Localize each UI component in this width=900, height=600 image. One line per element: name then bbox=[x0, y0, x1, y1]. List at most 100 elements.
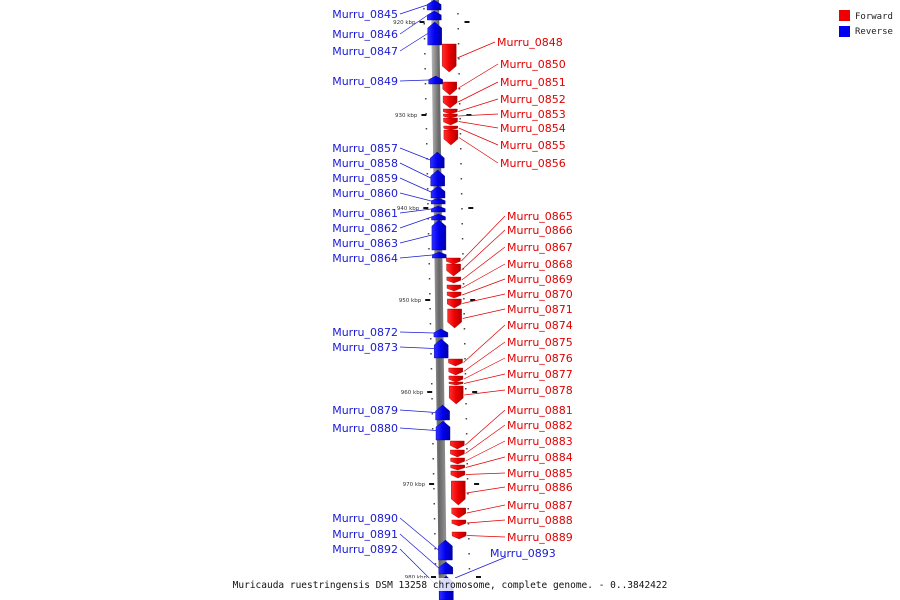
reverse-gene[interactable] bbox=[426, 0, 442, 11]
leader-line bbox=[466, 486, 506, 494]
gene-label-reverse[interactable]: Murru_0864 bbox=[332, 252, 398, 265]
gene-label-reverse[interactable]: Murru_0879 bbox=[332, 404, 398, 417]
gene-label-forward[interactable]: Murru_0884 bbox=[507, 451, 573, 464]
gene-label-forward[interactable]: Murru_0887 bbox=[507, 499, 573, 512]
forward-gene[interactable] bbox=[450, 449, 465, 458]
gene-label-reverse[interactable]: Murru_0891 bbox=[332, 528, 398, 541]
gene-label-reverse[interactable]: Murru_0862 bbox=[332, 222, 398, 235]
forward-gene[interactable] bbox=[443, 117, 458, 126]
gene-label-forward[interactable]: Murru_0882 bbox=[507, 419, 573, 432]
gene-label-reverse[interactable]: Murru_0880 bbox=[332, 422, 398, 435]
reverse-gene[interactable] bbox=[430, 185, 446, 199]
gene-label-reverse[interactable]: Murru_0849 bbox=[332, 75, 398, 88]
forward-gene[interactable] bbox=[446, 263, 461, 277]
gene-label-forward[interactable]: Murru_0868 bbox=[507, 258, 573, 271]
forward-gene[interactable] bbox=[442, 81, 457, 96]
gene-label-forward[interactable]: Murru_0848 bbox=[497, 36, 563, 49]
forward-gene[interactable] bbox=[447, 298, 462, 309]
forward-gene[interactable] bbox=[451, 507, 466, 519]
gene-label-reverse[interactable]: Murru_0863 bbox=[332, 237, 398, 250]
forward-gene[interactable] bbox=[450, 470, 466, 479]
gene-label-forward[interactable]: Murru_0878 bbox=[507, 384, 573, 397]
gene-label-reverse[interactable]: Murru_0845 bbox=[332, 8, 398, 21]
forward-gene[interactable] bbox=[448, 381, 464, 386]
gene-label-reverse[interactable]: Murru_0860 bbox=[332, 187, 398, 200]
gene-label-reverse[interactable]: Murru_0857 bbox=[332, 142, 398, 155]
gene-label-forward[interactable]: Murru_0855 bbox=[500, 139, 566, 152]
gene-label-forward[interactable]: Murru_0850 bbox=[500, 58, 566, 71]
gene-label-forward[interactable]: Murru_0853 bbox=[500, 108, 566, 121]
gene-label-forward[interactable]: Murru_0866 bbox=[507, 224, 573, 237]
forward-gene[interactable] bbox=[446, 257, 461, 265]
gene-label-forward[interactable]: Murru_0869 bbox=[507, 273, 573, 286]
leader-line bbox=[462, 308, 506, 319]
reverse-gene[interactable] bbox=[431, 213, 446, 221]
forward-gene[interactable] bbox=[443, 108, 458, 115]
gene-label-reverse[interactable]: Murru_0858 bbox=[332, 157, 398, 170]
gene-label-reverse[interactable]: Murru_0892 bbox=[332, 543, 398, 556]
forward-gene[interactable] bbox=[442, 95, 458, 109]
reverse-gene[interactable] bbox=[432, 251, 447, 259]
forward-gene[interactable] bbox=[446, 276, 461, 284]
forward-gene[interactable] bbox=[448, 367, 463, 376]
gene-label-forward[interactable]: Murru_0854 bbox=[500, 122, 566, 135]
gene-label-reverse[interactable]: Murru_0890 bbox=[332, 512, 398, 525]
gene-label-forward[interactable]: Murru_0888 bbox=[507, 514, 573, 527]
reverse-gene[interactable] bbox=[431, 197, 446, 205]
reverse-gene[interactable] bbox=[428, 75, 443, 85]
gene-label-forward[interactable]: Murru_0889 bbox=[507, 531, 573, 544]
gene-label-forward[interactable]: Murru_0874 bbox=[507, 319, 573, 332]
forward-gene[interactable] bbox=[446, 284, 462, 292]
gene-label-forward[interactable]: Murru_0851 bbox=[500, 76, 566, 89]
reverse-gene[interactable] bbox=[434, 338, 449, 359]
reverse-gene[interactable] bbox=[430, 151, 445, 169]
gene-label-forward[interactable]: Murru_0885 bbox=[507, 467, 573, 480]
forward-gene[interactable] bbox=[450, 440, 465, 450]
gene-label-forward[interactable]: Murru_0881 bbox=[507, 404, 573, 417]
gene-label-forward[interactable]: Murru_0875 bbox=[507, 336, 573, 349]
gene-label-reverse[interactable]: Murru_0847 bbox=[332, 45, 398, 58]
forward-gene[interactable] bbox=[451, 480, 466, 506]
forward-gene[interactable] bbox=[451, 519, 467, 527]
gene-label-reverse[interactable]: Murru_0893 bbox=[490, 547, 556, 560]
reverse-gene[interactable] bbox=[430, 169, 445, 187]
gene-label-forward[interactable]: Murru_0865 bbox=[507, 210, 573, 223]
forward-gene[interactable] bbox=[451, 531, 467, 540]
reverse-gene[interactable] bbox=[427, 10, 442, 21]
gene-label-reverse[interactable]: Murru_0859 bbox=[332, 172, 398, 185]
forward-gene[interactable] bbox=[448, 375, 464, 383]
leader-line bbox=[462, 293, 506, 304]
forward-gene[interactable] bbox=[448, 358, 463, 367]
forward-gene[interactable] bbox=[446, 291, 462, 299]
forward-gene[interactable] bbox=[443, 125, 458, 131]
gene-label-forward[interactable]: Murru_0877 bbox=[507, 368, 573, 381]
reverse-gene[interactable] bbox=[431, 219, 447, 251]
gene-label-forward[interactable]: Murru_0870 bbox=[507, 288, 573, 301]
ruler-dot bbox=[463, 328, 466, 330]
gene-label-reverse[interactable]: Murru_0872 bbox=[332, 326, 398, 339]
forward-gene[interactable] bbox=[447, 308, 462, 329]
forward-gene[interactable] bbox=[450, 464, 465, 471]
reverse-gene[interactable] bbox=[435, 404, 450, 421]
gene-label-forward[interactable]: Murru_0871 bbox=[507, 303, 573, 316]
forward-gene[interactable] bbox=[443, 129, 459, 146]
forward-gene[interactable] bbox=[443, 113, 458, 119]
gene-label-forward[interactable]: Murru_0856 bbox=[500, 157, 566, 170]
forward-gene[interactable] bbox=[442, 43, 457, 73]
forward-gene[interactable] bbox=[450, 457, 465, 465]
gene-label-reverse[interactable]: Murru_0861 bbox=[332, 207, 398, 220]
gene-label-forward[interactable]: Murru_0876 bbox=[507, 352, 573, 365]
gene-label-forward[interactable]: Murru_0852 bbox=[500, 93, 566, 106]
gene-label-forward[interactable]: Murru_0886 bbox=[507, 481, 573, 494]
reverse-gene[interactable] bbox=[431, 205, 446, 213]
reverse-gene[interactable] bbox=[438, 561, 453, 575]
reverse-gene[interactable] bbox=[427, 21, 442, 46]
reverse-gene[interactable] bbox=[433, 328, 449, 338]
reverse-gene[interactable] bbox=[438, 539, 453, 561]
gene-label-reverse[interactable]: Murru_0846 bbox=[332, 28, 398, 41]
reverse-gene[interactable] bbox=[435, 420, 451, 441]
gene-label-reverse[interactable]: Murru_0873 bbox=[332, 341, 398, 354]
gene-label-forward[interactable]: Murru_0867 bbox=[507, 241, 573, 254]
gene-label-forward[interactable]: Murru_0883 bbox=[507, 435, 573, 448]
forward-gene[interactable] bbox=[449, 385, 464, 405]
